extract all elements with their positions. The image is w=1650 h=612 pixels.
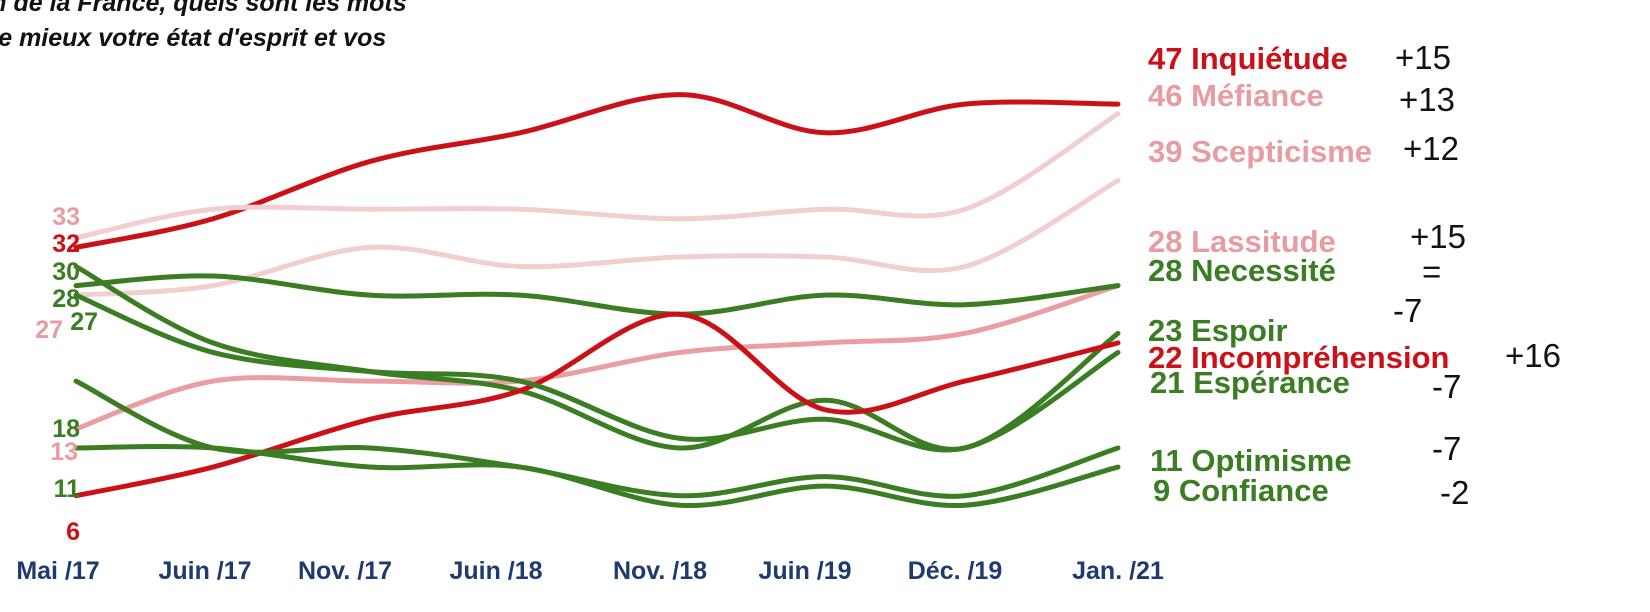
- series-line-esperance: [73, 292, 1121, 453]
- x-tick-label: Juin /19: [758, 557, 851, 585]
- end-label-necessite: 28 Necessité: [1148, 253, 1336, 288]
- end-label-incomprehension: 22 Incompréhension: [1148, 340, 1449, 375]
- start-label-necessite: 28: [52, 285, 80, 313]
- x-tick-label: Nov. /18: [613, 557, 707, 585]
- end-label-inquietude: 47 Inquiétude: [1148, 41, 1348, 76]
- series-line-necessite: [73, 273, 1121, 317]
- end-label-espoir: 23 Espoir: [1148, 313, 1288, 348]
- x-tick-label: Mai /17: [16, 557, 99, 585]
- delta-inquietude: +15: [1395, 39, 1451, 76]
- delta-mefiance: +13: [1399, 81, 1455, 118]
- end-label-optimisme: 11 Optimisme: [1150, 443, 1352, 478]
- start-label-mefiance: 33: [52, 203, 80, 231]
- end-label-esperance: 21 Espérance: [1150, 365, 1350, 400]
- delta-labels: +15+13+12+15=-7+16-7-7-2: [1393, 39, 1561, 511]
- series-line-mefiance: [73, 111, 1121, 241]
- question-line-2: t le mieux votre état d'esprit et vos: [0, 24, 387, 52]
- start-label-scepticisme: 27: [35, 316, 63, 344]
- delta-lassitude: +15: [1410, 218, 1466, 255]
- series-line-optimisme: [73, 378, 1121, 499]
- question-line-1: on de la France, quels sont les mots: [0, 0, 407, 17]
- start-label-inquietude: 32: [52, 230, 80, 258]
- x-tick-label: Juin /18: [449, 557, 542, 585]
- x-axis-ticks: Mai /17 Juin /17 Nov. /17 Juin /18 Nov. /18 J…: [16, 557, 1164, 585]
- start-label-optimisme: 18: [52, 415, 80, 443]
- x-tick-label: Juin /17: [158, 557, 251, 585]
- series-line-incomprehension: [73, 311, 1121, 499]
- delta-optimisme: -7: [1432, 430, 1461, 467]
- series-lines: [73, 92, 1121, 509]
- delta-necessite: =: [1422, 253, 1441, 290]
- start-label-confiance: 11: [54, 475, 81, 503]
- delta-esperance: -7: [1432, 368, 1461, 405]
- delta-incomprehension: +16: [1505, 337, 1561, 374]
- start-label-lassitude: 13: [50, 438, 78, 466]
- delta-scepticisme: +12: [1403, 130, 1459, 167]
- end-label-mefiance: 46 Méfiance: [1148, 78, 1324, 113]
- series-line-lassitude: [73, 283, 1121, 432]
- delta-confiance: -2: [1440, 474, 1469, 511]
- start-label-espoir: 30: [52, 258, 80, 286]
- x-tick-label: Nov. /17: [298, 557, 392, 585]
- start-label-esperance: 27: [70, 308, 98, 336]
- x-tick-label: Jan. /21: [1072, 557, 1164, 585]
- series-line-confiance: [73, 444, 1121, 509]
- end-label-lassitude: 28 Lassitude: [1148, 224, 1336, 259]
- end-label-scepticisme: 39 Scepticisme: [1148, 134, 1372, 169]
- series-line-inquietude: [73, 92, 1121, 250]
- start-label-incomprehension: 6: [66, 518, 80, 546]
- question-text: on de la France, quels sont les mots t l…: [0, 0, 407, 56]
- end-label-confiance: 9 Confiance: [1153, 473, 1329, 508]
- x-tick-label: Déc. /19: [908, 557, 1003, 585]
- delta-espoir: -7: [1393, 292, 1422, 329]
